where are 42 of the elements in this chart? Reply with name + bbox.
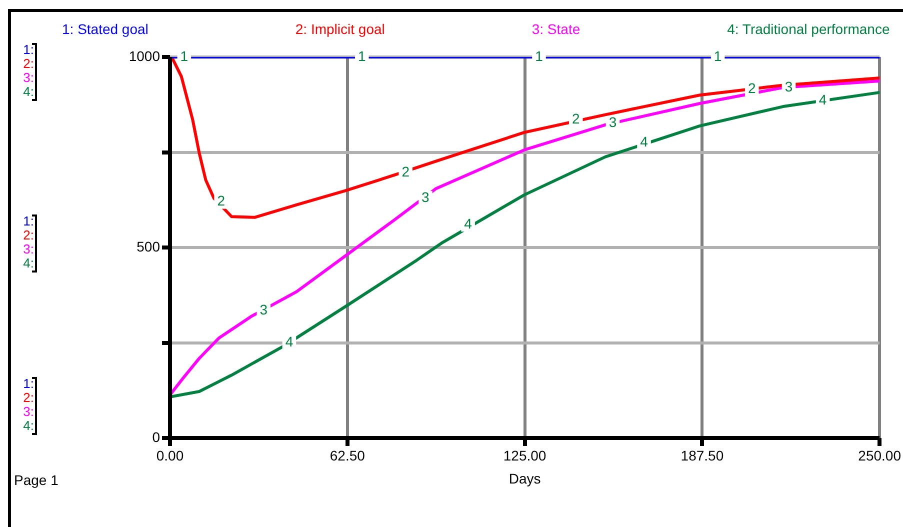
annotation: 4 xyxy=(640,134,648,150)
x-axis-title: Days xyxy=(508,470,541,486)
text: 4: Traditional performance xyxy=(727,20,890,37)
annotation: 2 xyxy=(572,110,580,127)
annotation: 3 xyxy=(260,302,268,318)
annotation: 3 xyxy=(608,114,617,130)
annotation: 2 xyxy=(748,80,756,96)
annotation: 3 xyxy=(784,78,793,94)
x-tick-label: 250.00 xyxy=(858,447,902,464)
text: 4: xyxy=(23,256,34,271)
text: 3: xyxy=(23,404,34,420)
annotation: 4 xyxy=(285,334,294,350)
text: 3: xyxy=(23,70,34,86)
x-tick-label: 187.50 xyxy=(680,447,724,464)
annotation: 2 xyxy=(217,192,226,209)
x-tick-label: 62.50 xyxy=(330,447,366,464)
y-tick-label: 0 xyxy=(152,428,160,445)
annotation: 1 xyxy=(180,48,188,64)
text: 1: xyxy=(23,42,34,58)
text: 2: xyxy=(23,228,34,243)
annotation: 4 xyxy=(464,216,472,232)
text: 3: State xyxy=(532,20,580,37)
text: 2: xyxy=(23,390,34,406)
text: 4: xyxy=(23,418,34,434)
annotation: 3 xyxy=(422,188,430,205)
text: 1: xyxy=(23,214,34,229)
annotation: 1 xyxy=(714,48,722,64)
text: 2: xyxy=(23,56,34,72)
annotation: 1 xyxy=(358,48,366,64)
y-tick-label: 1000 xyxy=(128,48,160,64)
text: 2: Implicit goal xyxy=(295,20,385,37)
annotation: 2 xyxy=(402,163,410,180)
text: 3: xyxy=(23,242,34,257)
x-tick-label: 125.00 xyxy=(503,447,546,464)
y-tick-label: 500 xyxy=(136,238,160,254)
x-tick-label: 0.00 xyxy=(156,447,184,464)
annotation: 4 xyxy=(818,92,827,108)
text: Page 1 xyxy=(14,472,59,488)
text: 1: Stated goal xyxy=(62,20,148,37)
text: 1: xyxy=(23,376,34,392)
text: 4: xyxy=(23,84,34,100)
annotation: 1 xyxy=(535,48,544,64)
